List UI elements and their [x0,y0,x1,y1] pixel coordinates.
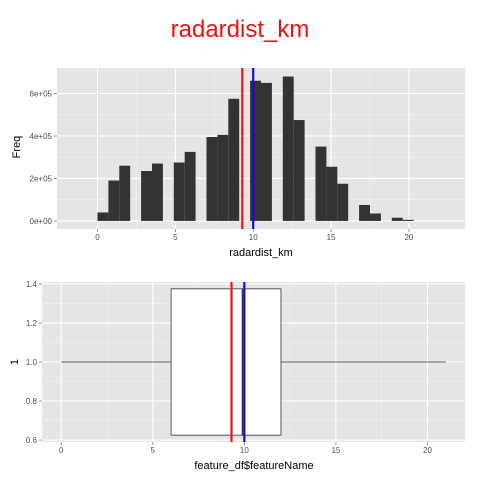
boxplot-x-tick-label: 20 [423,446,432,455]
chart-title: radardist_km [171,16,310,43]
histogram-y-tick-label: 0e+00 [30,217,53,226]
histogram-bar [119,165,131,221]
histogram-x-axis-title: radardist_km [229,247,293,259]
histogram-x-tick-label: 0 [95,233,100,242]
histogram-bar [108,180,120,221]
boxplot-y-axis-title: 1 [9,359,21,365]
boxplot-x-tick-label: 10 [240,446,249,455]
histogram-bar [293,120,305,221]
boxplot-y-tick-label: 1.4 [26,280,38,289]
histogram-bar [206,137,218,221]
histogram-bar [250,80,261,221]
histogram-bar [282,76,294,221]
histogram-bar [315,146,327,221]
histogram-y-tick-label: 2e+05 [30,174,53,183]
histogram-bar [337,183,349,221]
histogram-bar [141,171,152,221]
boxplot-y-tick-label: 1.2 [26,319,38,328]
histogram-y-tick-label: 4e+05 [30,132,53,141]
histogram-x-tick-label: 10 [249,233,258,242]
histogram-bar [228,98,240,221]
histogram-x-tick-label: 15 [327,233,336,242]
histogram-bar [217,134,229,221]
histogram-bar [151,163,163,221]
histogram-bar [261,82,272,221]
histogram-bar [359,204,371,221]
boxplot-x-tick-label: 15 [331,446,340,455]
boxplot-x-axis-title: feature_df$featureName [194,460,313,472]
histogram-bar [402,219,414,221]
histogram-y-tick-label: 6e+05 [30,89,53,98]
histogram-bar [326,166,338,221]
boxplot-y-tick-label: 0.8 [26,397,38,406]
boxplot-x-tick-label: 5 [151,446,156,455]
histogram-panel: 0 5 10 15 20 0e+00 2e+05 4e+05 6e+05 [30,68,465,242]
histogram-y-axis-title: Freq [11,136,23,159]
histogram-bar [184,151,196,221]
boxplot-x-tick-label: 0 [59,446,64,455]
histogram-bar [391,217,403,221]
histogram-x-tick-label: 5 [173,233,178,242]
boxplot-y-tick-label: 0.6 [26,436,38,445]
histogram-bar [173,162,185,221]
histogram-bar [97,212,109,221]
histogram-bar [370,213,381,221]
histogram-x-tick-label: 20 [404,233,413,242]
boxplot-y-tick-label: 1.0 [26,358,38,367]
boxplot-panel: 0 5 10 15 20 0.6 0.8 1.0 1.2 1.4 [26,280,465,455]
boxplot-box [170,288,282,436]
